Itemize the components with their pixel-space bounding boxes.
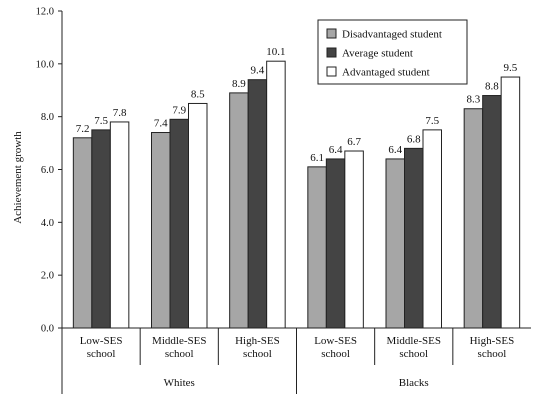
data-label: 8.3 <box>467 94 481 106</box>
legend-swatch <box>326 47 337 58</box>
legend-entry: Average student <box>342 48 413 60</box>
bar <box>169 118 189 329</box>
legend-box <box>317 19 468 85</box>
x-tick-label: school <box>165 348 194 360</box>
bar <box>247 79 268 329</box>
y-tick-label: 2.0 <box>41 271 54 282</box>
bar <box>463 108 484 329</box>
bar <box>229 92 249 329</box>
bar <box>325 158 346 329</box>
x-tick-label: school <box>243 348 272 360</box>
x-tick-label: Low-SES <box>314 335 357 347</box>
bars <box>72 60 521 329</box>
y-tick-label: 0.0 <box>41 324 54 335</box>
y-tick-label: 8.0 <box>41 112 54 123</box>
x-tick-label: Low-SES <box>80 335 123 347</box>
y-tick-label: 6.0 <box>41 165 54 176</box>
bar <box>344 150 364 329</box>
data-label: 7.5 <box>425 115 439 127</box>
bar <box>151 132 171 329</box>
bar <box>385 158 405 329</box>
x-tick-label: school <box>399 348 428 360</box>
x-tick-label: school <box>321 348 350 360</box>
x-tick-label: school <box>87 348 116 360</box>
axes <box>58 10 531 394</box>
data-label: 7.5 <box>94 115 108 127</box>
data-label: 7.4 <box>154 118 168 130</box>
y-tick-label: 12.0 <box>36 7 54 18</box>
data-label: 8.5 <box>191 88 205 100</box>
legend-entry: Advantaged student <box>342 67 430 79</box>
legend: Disadvantaged student Average student Adva… <box>317 19 468 85</box>
bar <box>404 147 424 329</box>
legend-swatch <box>326 28 337 39</box>
data-label: 6.8 <box>407 133 421 145</box>
bar <box>188 102 208 329</box>
data-label: 7.9 <box>172 104 186 116</box>
data-label: 7.2 <box>76 123 90 135</box>
y-tick-label: 4.0 <box>41 218 54 229</box>
data-label: 6.4 <box>329 144 343 156</box>
x-tick-label: High-SES <box>235 335 280 347</box>
bar <box>307 166 327 329</box>
bar <box>422 129 442 329</box>
bar <box>91 129 111 329</box>
data-label: 6.4 <box>388 144 402 156</box>
x-tick-label: school <box>478 348 507 360</box>
y-tick-label: 10.0 <box>36 59 54 70</box>
data-label: 10.1 <box>266 46 285 58</box>
legend-swatch <box>326 66 337 77</box>
x-tick-label: Middle-SES <box>387 335 441 347</box>
x-axis-labels: Low-SESschoolMiddle-SESschoolHigh-SESsch… <box>80 335 515 389</box>
bar <box>500 76 521 329</box>
data-label: 6.1 <box>310 152 324 164</box>
data-label: 9.5 <box>504 62 518 74</box>
bar <box>266 60 286 329</box>
group-label: Whites <box>164 377 195 389</box>
data-label: 9.4 <box>251 65 265 77</box>
value-labels: 7.2 7.5 7.8 7.4 7.9 8.5 8.9 9.410.1 6.1 6.4 6.7 6.4… <box>76 46 518 164</box>
x-tick-label: High-SES <box>470 335 515 347</box>
data-label: 6.7 <box>347 136 361 148</box>
data-label: 8.9 <box>232 78 246 90</box>
x-tick-label: Middle-SES <box>152 335 206 347</box>
bar <box>72 137 93 329</box>
group-label: Blacks <box>399 377 429 389</box>
data-label: 8.8 <box>485 81 499 93</box>
y-axis-labels: 0.0 2.0 4.0 6.0 8.0 10.0 12.0 <box>36 7 54 335</box>
bar <box>482 95 502 329</box>
legend-entry: Disadvantaged student <box>342 29 442 41</box>
data-label: 7.8 <box>113 107 127 119</box>
y-axis-title: Achievement growth <box>12 131 24 224</box>
bar <box>109 121 130 329</box>
